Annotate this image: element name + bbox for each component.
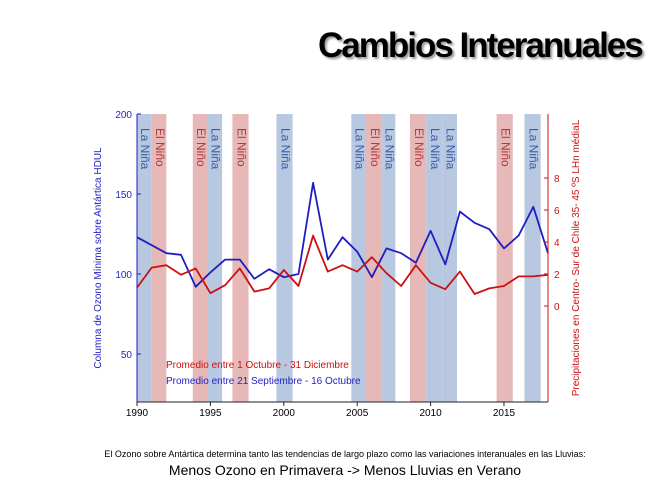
enso-band-label: El Niño [499,128,513,167]
legend-entry-0: Promedio entre 21 Septiembre - 16 Octubr… [166,376,361,387]
x-tick-label: 1990 [126,408,149,419]
enso-band-nina [351,114,366,402]
enso-band-nina [524,114,541,402]
series-line-0 [136,181,549,288]
y-right-axis-title: Precipitaciones en Centro- Sur de Chile … [571,119,582,396]
caption-big: Menos Ozono en Primavera -> Menos Lluvia… [168,462,522,478]
y-right-tick-label: 0 [554,302,560,313]
enso-band-label: La Niña [443,128,457,170]
enso-band-label: La Niña [428,128,442,170]
series-line-1 [136,234,549,295]
x-tick-label: 2015 [493,408,516,419]
enso-band-nino [192,114,208,402]
x-tick-label: 2010 [419,408,442,419]
enso-band-nina [276,114,293,402]
enso-band-label: La Niña [383,128,397,170]
enso-band-label: La Niña [526,128,540,170]
enso-band-nino [365,114,383,402]
enso-band-label: La Niña [278,128,292,170]
ozone-rain-chart: La Niña El Niño El Niño La Niña El Niño La Ni… [93,110,582,419]
y-right-tick-label: 2 [554,270,560,281]
y-left-tick-label: 50 [121,350,133,361]
enso-band-nina [382,114,396,402]
enso-band-nino [232,114,249,402]
enso-band-label: El Niño [368,128,382,167]
enso-band-label: El Niño [234,128,248,167]
y-left-tick-label: 100 [115,270,132,281]
legend-entry-1: Promedio entre 1 Octubre - 31 Diciembre [166,360,349,371]
x-tick-label: 2005 [346,408,369,419]
enso-band-label: La Niña [209,128,223,170]
y-left-tick-label: 150 [115,190,132,201]
y-left-tick-label: 200 [115,110,132,121]
enso-band-nino [496,114,513,402]
enso-band-nina [442,114,457,402]
enso-band-nina [207,114,223,402]
enso-band-label: La Niña [352,128,366,170]
enso-band-label: El Niño [412,128,426,167]
enso-band-nino [151,114,167,402]
x-tick-label: 2000 [273,408,296,419]
slide-title: Cambios Interanuales [318,26,644,65]
enso-band-label: El Niño [194,128,208,167]
enso-band-label: El Niño [153,128,167,167]
y-right-tick-label: 8 [554,174,560,185]
y-right-tick-label: 6 [554,206,560,217]
enso-band-label: La Niña [138,128,152,170]
y-left-axis-title: Columna de Ozono Mínima sobre Antártica … [93,147,104,369]
y-right-tick-label: 4 [554,238,560,249]
enso-band-nina [137,114,152,402]
enso-band-nina [426,114,443,402]
caption-small: El Ozono sobre Antártica determina tanto… [104,449,586,459]
x-tick-label: 1995 [199,408,222,419]
